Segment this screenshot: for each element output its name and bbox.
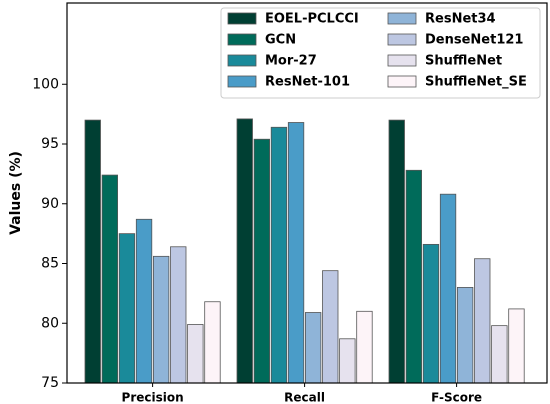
bar-precision-densenet121 <box>170 246 187 384</box>
legend-label: GCN <box>265 33 296 48</box>
bar-recall-resnet-101 <box>287 122 305 384</box>
legend-swatch <box>227 12 257 25</box>
bar-precision-gcn <box>101 174 118 384</box>
bar-f-score-gcn <box>405 169 423 384</box>
bar-precision-eoel-pclcci <box>84 119 101 384</box>
bar-precision-shufflenet-se <box>204 301 221 384</box>
plot-frame <box>66 2 548 384</box>
legend-label: Mor-27 <box>265 54 317 69</box>
y-tick-label: 95 <box>41 136 59 152</box>
bar-f-score-densenet121 <box>474 258 491 384</box>
bar-precision-resnet-101 <box>135 218 153 384</box>
legend: EOEL-PCLCCI GCN Mor-27 ResNet-101 ResNet34 De… <box>220 7 541 99</box>
bar-f-score-mor-27 <box>422 243 440 384</box>
bar-f-score-shufflenet <box>491 325 508 384</box>
legend-label: DenseNet121 <box>425 33 523 48</box>
x-axis: Precision Recall F-Score <box>122 383 482 404</box>
legend-swatch <box>227 33 257 46</box>
legend-label: ResNet34 <box>425 12 496 27</box>
bar-f-score-resnet-101 <box>439 193 457 384</box>
bar-f-score-resnet34 <box>456 287 474 384</box>
legend-label: EOEL-PCLCCI <box>265 12 359 27</box>
legend-swatch <box>387 54 417 67</box>
x-category-label: Recall <box>284 391 325 404</box>
y-axis: 75 80 85 90 95 100 <box>32 76 67 391</box>
y-tick-label: 90 <box>41 196 59 212</box>
y-axis-title: Values (%) <box>8 151 24 235</box>
bar-recall-eoel-pclcci <box>236 118 253 384</box>
bars-group <box>84 118 525 384</box>
bar-recall-shufflenet <box>339 338 356 384</box>
bar-precision-shufflenet <box>187 324 204 384</box>
x-category-label: F-Score <box>431 391 482 404</box>
bar-f-score-shufflenet-se <box>508 308 525 384</box>
legend-swatch <box>387 12 417 25</box>
legend-swatch <box>387 33 417 46</box>
bar-recall-shufflenet-se <box>356 310 373 384</box>
bar-recall-mor-27 <box>270 126 288 384</box>
bar-recall-resnet34 <box>304 312 322 384</box>
y-tick-label: 75 <box>41 375 59 391</box>
y-tick-label: 100 <box>32 76 59 92</box>
legend-swatch <box>227 75 257 88</box>
legend-label: ResNet-101 <box>265 75 350 90</box>
y-tick-label: 80 <box>41 315 59 331</box>
bar-recall-densenet121 <box>322 270 339 384</box>
legend-swatch <box>227 54 257 67</box>
bar-precision-mor-27 <box>118 233 136 384</box>
bar-precision-resnet34 <box>152 255 170 384</box>
legend-box <box>220 7 541 99</box>
y-tick-label: 85 <box>41 256 59 272</box>
bar-f-score-eoel-pclcci <box>388 119 405 384</box>
x-category-label: Precision <box>122 391 184 404</box>
legend-label: ShuffleNet <box>425 54 502 69</box>
legend-swatch <box>387 75 417 88</box>
legend-label: ShuffleNet_SE <box>425 75 527 90</box>
bar-recall-gcn <box>253 138 271 384</box>
